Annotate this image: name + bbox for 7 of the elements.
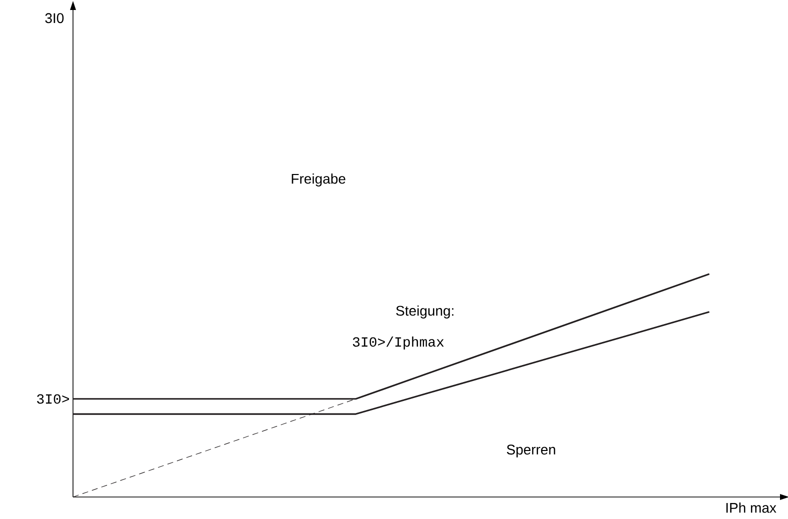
text: 3I0 xyxy=(45,13,64,24)
text: 3I0> xyxy=(37,394,69,404)
text: Freigabe xyxy=(292,173,346,187)
annotation: 3I0>/Iphmax xyxy=(352,336,444,350)
annotation: Steigung: xyxy=(396,305,454,319)
x-axis-title: IPh max xyxy=(726,502,776,513)
annotation: Sperren xyxy=(506,444,556,458)
